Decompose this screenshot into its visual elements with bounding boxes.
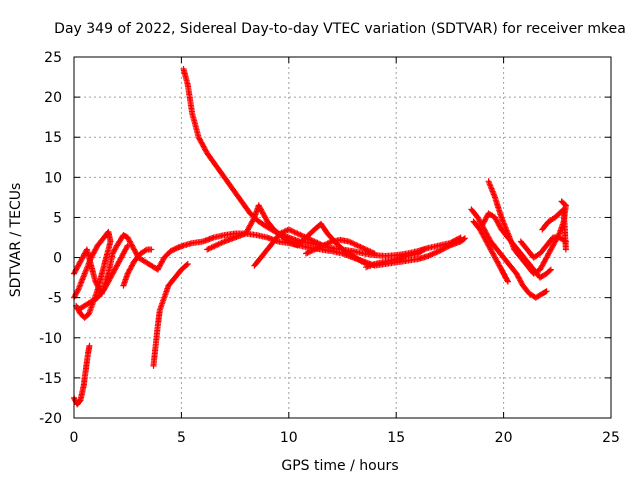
series-arc-8 xyxy=(204,202,374,269)
y-tick-label: 20 xyxy=(44,90,62,106)
series-arc-9 xyxy=(251,226,327,269)
data-point xyxy=(419,247,426,254)
data-point xyxy=(371,250,378,257)
data-point xyxy=(101,285,108,292)
data-point xyxy=(142,247,149,254)
x-tick-label: 15 xyxy=(387,430,405,446)
data-point xyxy=(111,266,118,273)
data-point xyxy=(562,246,569,253)
data-point xyxy=(460,236,467,243)
y-tick-label: 5 xyxy=(53,210,62,226)
data-point xyxy=(559,199,566,206)
data-point xyxy=(184,261,191,267)
data-point xyxy=(540,259,547,266)
x-tick-label: 20 xyxy=(495,430,513,446)
data-point xyxy=(499,267,506,274)
y-tick-label: -15 xyxy=(39,371,62,387)
y-tick-label: -10 xyxy=(39,331,62,347)
series-arc-4 xyxy=(75,242,131,313)
y-tick-label: -5 xyxy=(48,291,62,307)
axes: 0 5 10 15 20 25 -20 -15 -10 -5 0 5 10 15 20 25 xyxy=(39,50,620,446)
x-tick-label: 5 xyxy=(177,430,186,446)
y-tick-label: 10 xyxy=(44,170,62,186)
x-tick-label: 10 xyxy=(280,430,298,446)
series-arc-7 xyxy=(150,261,191,369)
data-point xyxy=(124,242,131,249)
data-point xyxy=(80,253,87,260)
data-point xyxy=(498,266,505,273)
series-arc-12 xyxy=(468,206,550,301)
series-arc-10 xyxy=(303,236,378,257)
y-tick-label: 0 xyxy=(53,251,62,267)
data-point xyxy=(148,246,155,253)
data-point xyxy=(558,198,565,205)
series-arc-11 xyxy=(363,246,428,271)
data-point xyxy=(86,342,93,349)
plot-area xyxy=(71,66,569,408)
plot-frame xyxy=(73,56,612,419)
data-point xyxy=(543,288,550,295)
y-tick-label: -20 xyxy=(39,411,62,427)
data-point xyxy=(542,288,549,295)
y-tick-label: 15 xyxy=(44,130,62,146)
series-arc-17 xyxy=(539,206,569,253)
series-arc-2 xyxy=(71,230,468,297)
data-point xyxy=(546,267,553,274)
x-tick-label: 25 xyxy=(602,430,620,446)
data-point xyxy=(461,235,468,242)
data-point xyxy=(183,261,190,268)
grid-lines xyxy=(74,57,611,418)
x-tick-label: 0 xyxy=(70,430,79,446)
data-point xyxy=(421,246,428,253)
data-point xyxy=(457,234,464,241)
data-point xyxy=(547,266,554,273)
data-point xyxy=(456,235,463,242)
y-axis-label: SDTVAR / TECUs xyxy=(8,183,24,298)
series-arc-5 xyxy=(120,246,155,289)
series-arc-16 xyxy=(517,234,569,261)
chart-title: Day 349 of 2022, Sidereal Day-to-day VTE… xyxy=(54,21,626,37)
series-arc-13 xyxy=(470,218,511,285)
x-axis-label: GPS time / hours xyxy=(281,458,398,474)
series-arc-15 xyxy=(479,210,554,281)
y-tick-label: 25 xyxy=(44,50,62,66)
